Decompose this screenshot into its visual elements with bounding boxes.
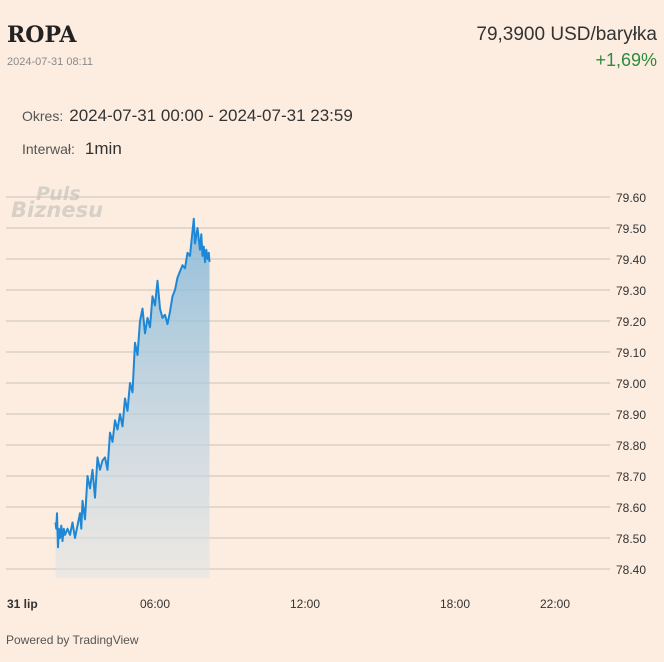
y-tick-label: 79.10 <box>616 346 646 360</box>
interval-label: Interwał: <box>22 141 75 157</box>
powered-by[interactable]: Powered by TradingView <box>6 633 139 647</box>
watermark-line2: Biznesu <box>11 198 103 222</box>
y-tick-label: 78.40 <box>616 563 646 577</box>
x-tick-label: 06:00 <box>140 597 170 611</box>
price-chart[interactable]: Puls Biznesu 79.6079.5079.4079.3079.2079… <box>0 170 664 620</box>
series-line <box>54 217 211 549</box>
y-tick-label: 79.60 <box>616 191 646 205</box>
y-tick-label: 78.70 <box>616 470 646 484</box>
y-tick-label: 78.80 <box>616 439 646 453</box>
y-tick-label: 78.50 <box>616 532 646 546</box>
interval-value: 1min <box>84 139 122 158</box>
period-value: 2024-07-31 00:00 - 2024-07-31 23:59 <box>69 106 353 125</box>
y-tick-label: 79.50 <box>616 222 646 236</box>
y-tick-label: 79.40 <box>616 253 646 267</box>
price-change: +1,69% <box>595 50 657 70</box>
y-axis: 79.60 79.50 79.40 79.30 79.20 79.10 79.00 78.90… <box>616 191 646 577</box>
x-tick-label: 12:00 <box>290 597 320 611</box>
y-tick-label: 78.60 <box>616 501 646 515</box>
watermark-line1: Puls <box>36 183 81 205</box>
y-tick-label: 79.30 <box>616 284 646 298</box>
x-tick-label: 31 lip <box>7 597 38 611</box>
price-line <box>54 217 211 549</box>
x-axis: 31 lip 06:00 12:00 18:00 22:00 <box>7 597 570 611</box>
x-tick-label: 22:00 <box>540 597 570 611</box>
y-tick-label: 79.20 <box>616 315 646 329</box>
period-row: Okres: 2024-07-31 00:00 - 2024-07-31 23:… <box>22 106 353 126</box>
period-label: Okres: <box>22 108 64 124</box>
instrument-title: ROPA <box>7 22 77 48</box>
y-tick-label: 79.00 <box>616 377 646 391</box>
interval-row: Interwał: 1min <box>22 139 122 159</box>
watermark-logo: Puls Biznesu <box>11 183 103 222</box>
timestamp: 2024-07-31 08:11 <box>7 56 94 68</box>
current-price: 79,3900 USD/baryłka <box>476 24 657 45</box>
y-tick-label: 78.90 <box>616 408 646 422</box>
x-tick-label: 18:00 <box>440 597 470 611</box>
